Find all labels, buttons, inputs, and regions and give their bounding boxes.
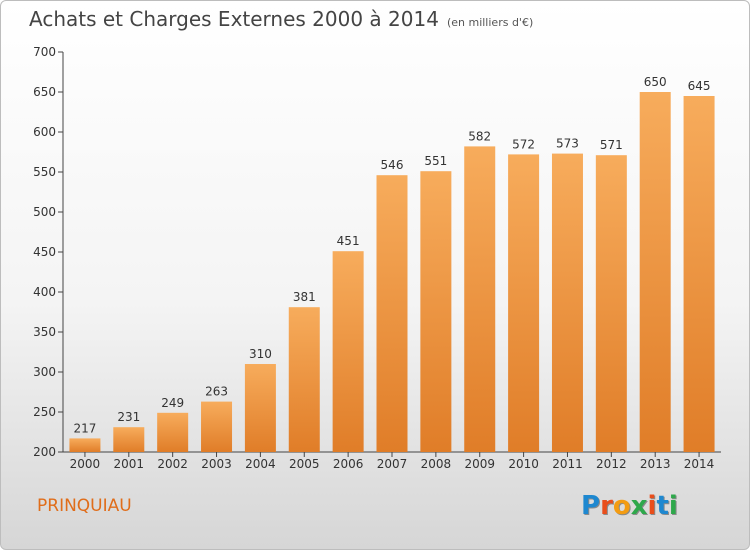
bar bbox=[464, 146, 496, 452]
x-tick-label: 2012 bbox=[596, 457, 627, 471]
x-tick-label: 2009 bbox=[464, 457, 495, 471]
bar bbox=[683, 96, 715, 452]
y-tick-label: 700 bbox=[33, 45, 56, 59]
bar bbox=[157, 412, 189, 452]
x-tick-label: 2013 bbox=[640, 457, 671, 471]
y-tick-label: 600 bbox=[33, 125, 56, 139]
y-tick-label: 250 bbox=[33, 405, 56, 419]
location-label: PRINQUIAU bbox=[37, 496, 132, 516]
y-tick-label: 450 bbox=[33, 245, 56, 259]
bar bbox=[508, 154, 540, 452]
bar bbox=[595, 155, 627, 452]
bar bbox=[376, 175, 408, 452]
x-tick-label: 2014 bbox=[684, 457, 715, 471]
bar bbox=[244, 364, 276, 452]
x-tick-label: 2010 bbox=[508, 457, 539, 471]
x-tick-label: 2007 bbox=[377, 457, 408, 471]
data-label: 582 bbox=[468, 129, 491, 143]
bar bbox=[201, 401, 233, 452]
data-label: 546 bbox=[381, 158, 404, 172]
y-tick-label: 550 bbox=[33, 165, 56, 179]
bar bbox=[69, 438, 101, 452]
data-label: 571 bbox=[600, 138, 623, 152]
data-label: 231 bbox=[117, 410, 140, 424]
data-label: 249 bbox=[161, 396, 184, 410]
data-label: 551 bbox=[424, 154, 447, 168]
x-tick-label: 2004 bbox=[245, 457, 276, 471]
data-label: 572 bbox=[512, 137, 535, 151]
title-text: Achats et Charges Externes 2000 à 2014 bbox=[29, 7, 439, 31]
data-label: 310 bbox=[249, 347, 272, 361]
x-tick-label: 2011 bbox=[552, 457, 583, 471]
x-tick-label: 2006 bbox=[333, 457, 364, 471]
y-tick-label: 500 bbox=[33, 205, 56, 219]
bar bbox=[420, 171, 452, 452]
y-tick-label: 350 bbox=[33, 325, 56, 339]
x-tick-label: 2002 bbox=[157, 457, 188, 471]
y-tick-label: 650 bbox=[33, 85, 56, 99]
chart-title: Achats et Charges Externes 2000 à 2014 (e… bbox=[29, 7, 533, 31]
x-tick-label: 2003 bbox=[201, 457, 232, 471]
data-label: 263 bbox=[205, 385, 228, 399]
data-label: 217 bbox=[73, 421, 96, 435]
unit-note: (en milliers d'€) bbox=[446, 16, 534, 29]
x-tick-label: 2008 bbox=[421, 457, 452, 471]
data-label: 381 bbox=[293, 290, 316, 304]
data-label: 451 bbox=[337, 234, 360, 248]
bar bbox=[639, 92, 671, 452]
bar bbox=[113, 427, 145, 452]
y-tick-label: 200 bbox=[33, 445, 56, 459]
bar bbox=[288, 307, 320, 452]
x-tick-label: 2005 bbox=[289, 457, 320, 471]
bar bbox=[551, 153, 583, 452]
y-tick-label: 300 bbox=[33, 365, 56, 379]
bar bbox=[332, 251, 364, 452]
brand-logo: Proxiti bbox=[581, 491, 678, 521]
data-label: 645 bbox=[688, 79, 711, 93]
y-tick-label: 400 bbox=[33, 285, 56, 299]
x-tick-label: 2001 bbox=[114, 457, 145, 471]
data-label: 650 bbox=[644, 75, 667, 89]
x-tick-label: 2000 bbox=[70, 457, 101, 471]
data-label: 573 bbox=[556, 137, 579, 151]
